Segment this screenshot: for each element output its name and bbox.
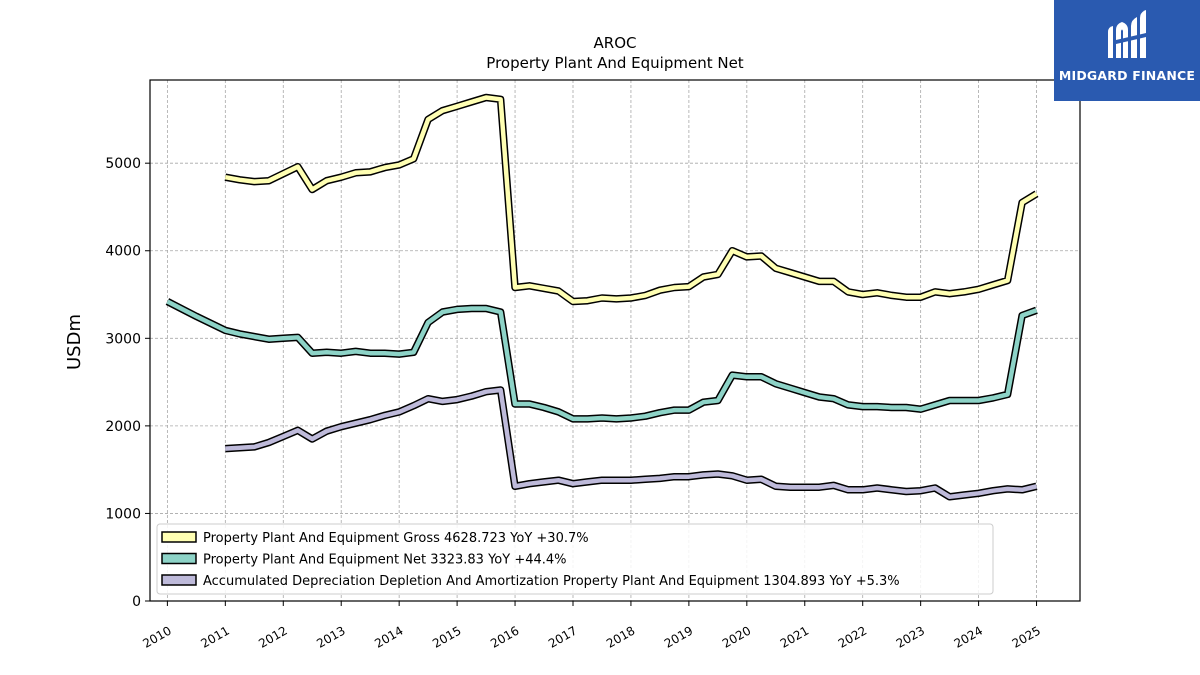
x-tick-label: 2020 — [720, 623, 753, 650]
legend-swatch — [161, 531, 197, 543]
x-tick-label: 2024 — [952, 623, 985, 650]
x-tick-label: 2015 — [430, 623, 463, 650]
series-1-line — [166, 299, 1038, 422]
logo-mark-icon — [1108, 10, 1146, 58]
legend-swatch — [161, 574, 197, 586]
plot-series — [165, 93, 1039, 501]
x-tick-label: 2010 — [140, 623, 173, 650]
y-tick-label: 2000 — [105, 419, 141, 435]
legend-label: Accumulated Depreciation Depletion And A… — [203, 574, 900, 589]
x-tick-label: 2021 — [778, 623, 811, 650]
y-tick-label: 4000 — [105, 244, 141, 260]
y-tick-label: 5000 — [105, 156, 141, 172]
y-tick-label: 3000 — [105, 331, 141, 347]
x-tick-label: 2016 — [488, 623, 521, 650]
x-tick-label: 2013 — [314, 623, 347, 650]
chart-subtitle: Property Plant And Equipment Net — [486, 54, 743, 72]
legend-box — [156, 523, 994, 595]
y-axis-label: USDm — [64, 314, 85, 370]
x-tick-label: 2017 — [546, 623, 579, 650]
midgard-finance-logo: MIDGARD FINANCE — [1054, 0, 1200, 101]
x-tick-label: 2019 — [662, 623, 695, 650]
chart-title: AROC — [594, 34, 637, 52]
legend-label: Property Plant And Equipment Net 3323.83… — [203, 553, 567, 568]
y-tick-label: 0 — [132, 594, 141, 610]
plot-frame — [149, 79, 1081, 602]
y-tick-label: 1000 — [105, 506, 141, 522]
legend-label: Property Plant And Equipment Gross 4628.… — [203, 531, 589, 546]
logo-text: MIDGARD FINANCE — [1058, 68, 1196, 83]
legend: Property Plant And Equipment Gross 4628.… — [156, 523, 994, 595]
x-tick-label: 2011 — [198, 623, 231, 650]
x-tick-label: 2012 — [256, 623, 289, 650]
x-tick-label: 2018 — [604, 623, 637, 650]
grid-lines — [150, 80, 1080, 602]
x-tick-label: 2014 — [372, 623, 405, 650]
x-tick-label: 2025 — [1010, 623, 1043, 650]
series-1-outline — [165, 298, 1038, 423]
x-tick-label: 2023 — [894, 623, 927, 650]
legend-swatch — [161, 552, 197, 565]
x-tick-label: 2022 — [836, 623, 869, 650]
